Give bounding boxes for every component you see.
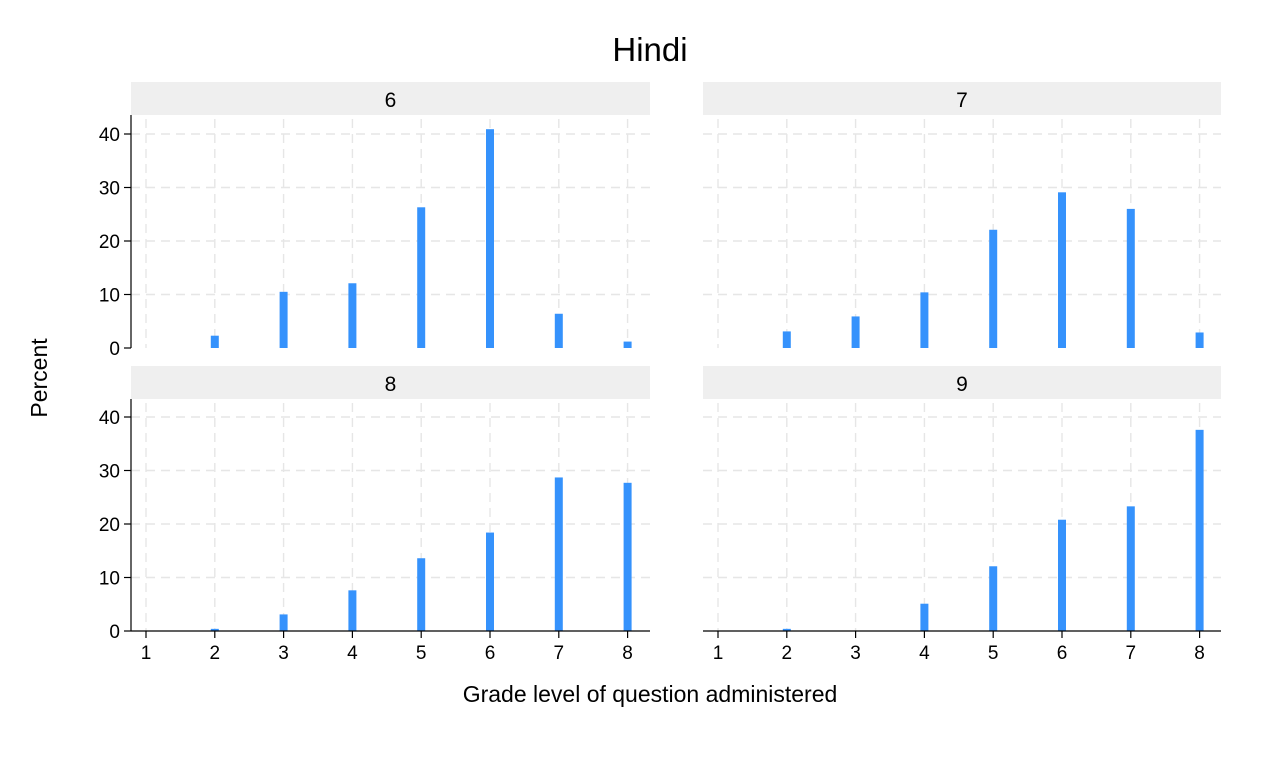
panel-strip: [703, 82, 1221, 115]
x-tick-label: 1: [141, 643, 152, 664]
panel-8: 8 0 10 20 30 40 1 2 3 4 5 6 7 8: [99, 366, 650, 664]
y-tick-label: 40: [99, 408, 120, 429]
panel-label: 8: [385, 373, 397, 396]
x-tick-label: 3: [850, 643, 861, 664]
panel-strip: [131, 366, 650, 399]
bar: [623, 482, 632, 631]
bar: [782, 331, 791, 348]
panels-group: 6 0 10 20 30 40 7 8 0 10 20 30 40 1 2 3 4 5 6 7 8 9 1 2 3 4 5 6 7 8: [99, 82, 1221, 664]
x-tick-label: 4: [347, 643, 358, 664]
panel-label: 9: [956, 373, 968, 396]
x-tick-label: 6: [485, 643, 496, 664]
x-tick-label: 7: [554, 643, 565, 664]
panel-strip: [131, 82, 650, 115]
bar: [279, 291, 288, 348]
bar: [279, 614, 288, 631]
bar: [348, 590, 357, 631]
y-tick-label: 30: [99, 462, 120, 483]
y-tick-label: 20: [99, 515, 120, 536]
bar: [851, 316, 860, 348]
bar: [486, 532, 494, 631]
panel-6: 6 0 10 20 30 40: [99, 82, 650, 360]
x-tick-label: 8: [1194, 643, 1205, 664]
y-tick-label: 0: [109, 339, 120, 360]
bar: [210, 335, 219, 348]
y-tick-label: 10: [99, 286, 120, 307]
bar: [989, 229, 998, 348]
x-tick-label: 1: [713, 643, 724, 664]
bar: [1195, 429, 1204, 631]
y-tick-label: 10: [99, 569, 120, 590]
panel-7: 7: [703, 82, 1221, 348]
bar: [1058, 192, 1066, 348]
panel-9: 9 1 2 3 4 5 6 7 8: [703, 366, 1221, 664]
x-tick-label: 4: [919, 643, 930, 664]
x-tick-label: 8: [622, 643, 633, 664]
bar: [348, 283, 357, 348]
bar: [417, 207, 426, 348]
chart-title: Hindi: [612, 31, 687, 68]
x-tick-label: 7: [1126, 643, 1137, 664]
x-tick-label: 5: [416, 643, 427, 664]
x-tick-label: 2: [782, 643, 793, 664]
x-axis-title: Grade level of question administered: [463, 681, 838, 707]
x-tick-label: 3: [278, 643, 289, 664]
panel-label: 6: [385, 89, 397, 112]
bar: [417, 558, 426, 631]
bar: [623, 341, 632, 348]
bar: [1195, 332, 1204, 348]
y-axis-title: Percent: [26, 338, 52, 418]
x-tick-label: 2: [210, 643, 221, 664]
bar: [1126, 208, 1135, 348]
panel-strip: [703, 366, 1221, 399]
bar: [554, 313, 563, 348]
y-tick-label: 0: [109, 622, 120, 643]
bar: [989, 566, 998, 631]
bar: [554, 477, 563, 631]
y-tick-label: 40: [99, 125, 120, 146]
x-tick-label: 6: [1057, 643, 1068, 664]
bar: [920, 603, 929, 631]
panel-label: 7: [956, 89, 968, 112]
y-tick-label: 20: [99, 232, 120, 253]
y-tick-label: 30: [99, 179, 120, 200]
bar: [486, 129, 494, 348]
x-tick-label: 5: [988, 643, 999, 664]
bar: [920, 292, 929, 348]
bar: [210, 628, 219, 631]
bar: [1058, 519, 1066, 631]
bar: [782, 628, 791, 631]
bar: [1126, 506, 1135, 631]
